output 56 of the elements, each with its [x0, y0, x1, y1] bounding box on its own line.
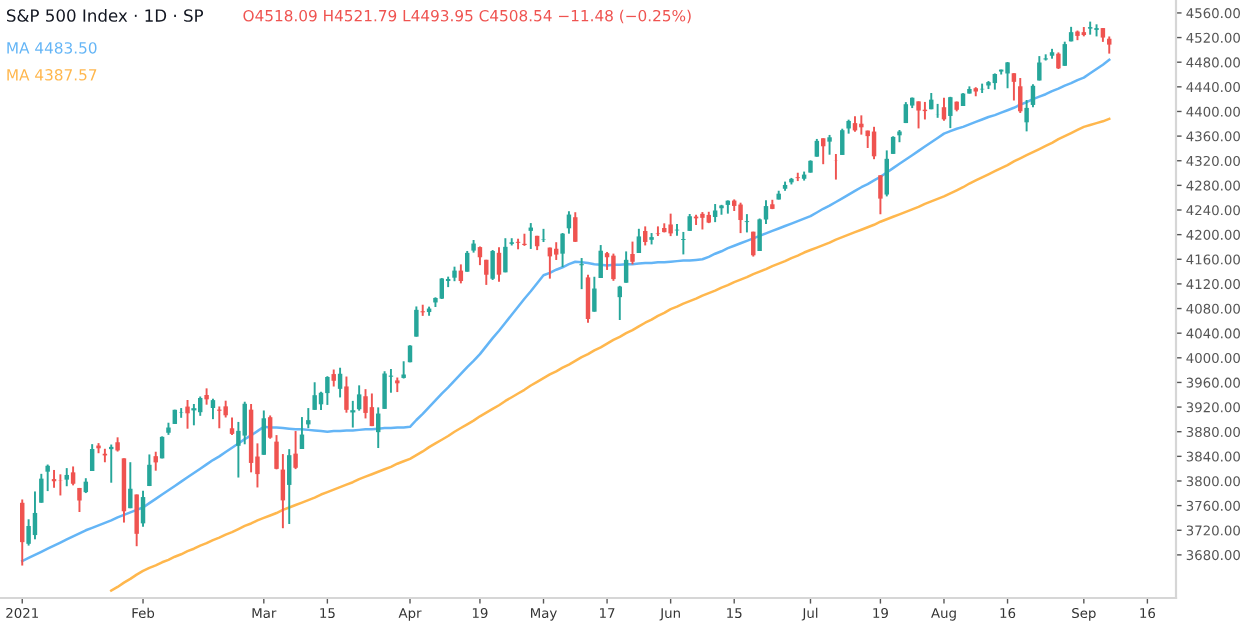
candlestick	[840, 127, 845, 156]
candlestick	[827, 133, 832, 156]
candlestick	[1043, 53, 1048, 62]
candlestick	[681, 230, 686, 256]
candlestick	[134, 493, 139, 548]
candlestick	[573, 211, 578, 243]
candlestick	[261, 409, 267, 456]
candlestick	[490, 249, 495, 281]
candlestick	[738, 201, 743, 235]
candlestick	[585, 273, 591, 324]
candlestick	[210, 397, 216, 421]
candlestick	[89, 443, 95, 472]
candlestick	[1037, 55, 1042, 82]
candlestick	[242, 400, 247, 446]
candlestick	[147, 453, 152, 488]
candlestick	[1062, 40, 1067, 67]
chart-title: S&P 500 Index · 1D · SP	[6, 8, 204, 22]
candlestick	[630, 240, 635, 266]
line-series	[109, 117, 1111, 592]
candlestick	[916, 100, 921, 130]
candlestick	[363, 388, 368, 420]
candlestick	[465, 249, 470, 273]
candlestick	[496, 246, 502, 283]
candlestick	[325, 375, 330, 406]
candlestick	[611, 252, 616, 282]
candlestick	[744, 213, 750, 234]
candlestick	[185, 399, 190, 430]
candlestick	[751, 230, 756, 258]
candlestick	[503, 237, 508, 274]
candlestick	[64, 467, 69, 488]
candlestick	[420, 303, 425, 317]
candlestick	[522, 232, 527, 247]
candlestick	[190, 403, 198, 427]
candlestick	[560, 232, 565, 269]
candlestick	[1005, 61, 1010, 90]
candlestick	[287, 448, 292, 525]
candlestick	[878, 174, 883, 216]
candlestick	[337, 366, 343, 399]
candlestick	[128, 461, 133, 510]
candlestick	[859, 114, 864, 136]
candlestick	[217, 405, 222, 430]
candlestick	[655, 225, 661, 237]
candlestick	[344, 375, 349, 414]
candlestick	[293, 430, 298, 471]
candlestick	[579, 257, 584, 291]
candlestick	[70, 465, 76, 487]
candlestick	[636, 227, 642, 254]
candlestick	[948, 95, 953, 130]
candlestick	[414, 305, 419, 338]
candlestick	[668, 212, 673, 238]
candlestick	[267, 414, 273, 440]
candlestick	[77, 486, 82, 513]
candlestick	[642, 225, 648, 247]
candlestick	[623, 250, 629, 284]
candlestick	[1018, 77, 1023, 114]
candlestick	[369, 392, 375, 428]
